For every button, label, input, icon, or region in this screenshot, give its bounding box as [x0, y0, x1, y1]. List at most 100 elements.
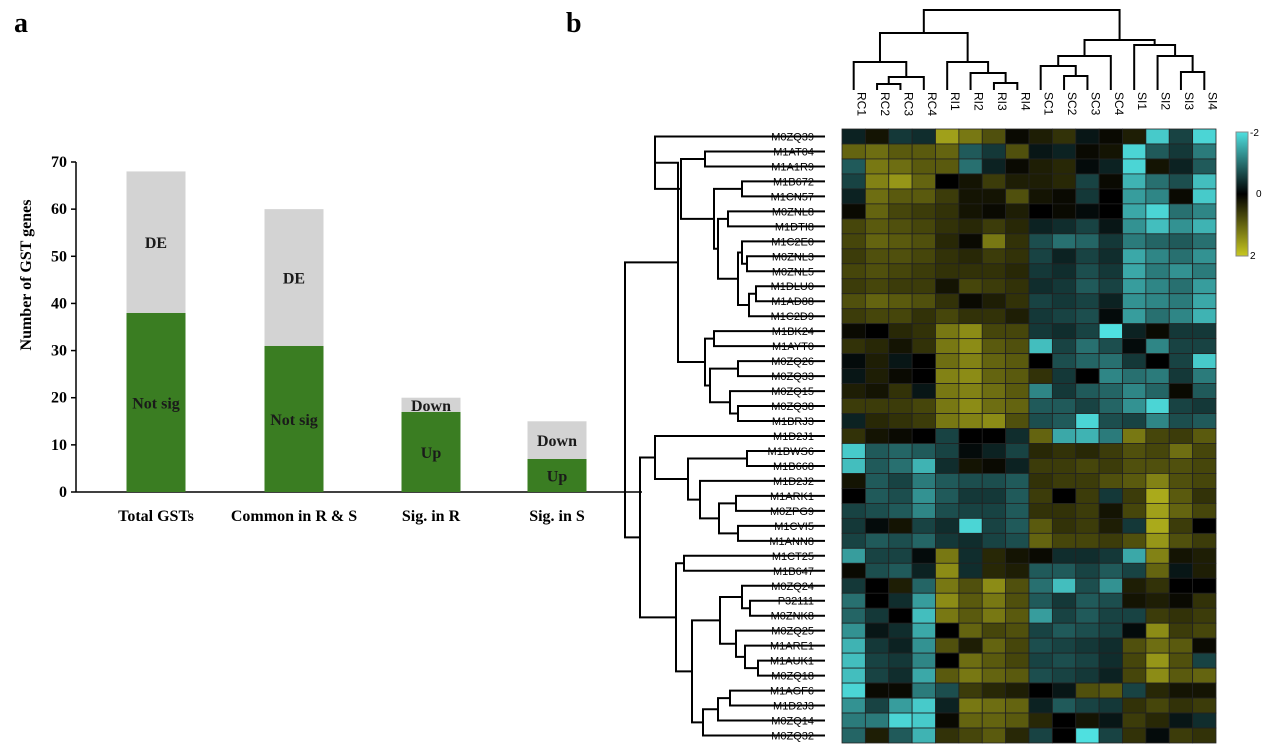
heatmap-cell: [888, 338, 913, 355]
heatmap-cell: [864, 458, 890, 474]
heatmap-cell: [1098, 158, 1123, 175]
heatmap-row-label: M0ZQ18: [771, 671, 814, 683]
heatmap-cell: [981, 637, 1007, 654]
heatmap-cell: [1028, 143, 1053, 160]
heatmap-cell: [1028, 443, 1053, 459]
heatmap-cell: [981, 353, 1007, 370]
heatmap-cell: [911, 368, 936, 384]
heatmap-cell: [1028, 338, 1053, 355]
heatmap-cell: [1028, 278, 1053, 295]
heatmap-cell: [841, 488, 866, 504]
heatmap-cell: [1145, 562, 1170, 579]
heatmap-row-label: M0ZQ25: [771, 626, 814, 638]
heatmap-cell: [841, 188, 866, 205]
heatmap-cell: [1168, 263, 1194, 280]
heatmap-cell: [841, 517, 866, 534]
heatmap-cell: [958, 383, 983, 399]
heatmap-column-label: RI2: [972, 92, 986, 111]
heatmap-cell: [1051, 143, 1077, 160]
heatmap-cell: [1005, 323, 1030, 340]
heatmap-cell: [1145, 517, 1170, 534]
heatmap-cell: [1075, 338, 1100, 355]
heatmap-cell: [1028, 218, 1053, 235]
heatmap-cell: [841, 592, 866, 609]
heatmap-cell: [1075, 263, 1100, 280]
heatmap-cell: [911, 263, 936, 280]
heatmap-cell: [958, 637, 983, 654]
heatmap-cell: [911, 158, 936, 175]
heatmap-row-label: P32111: [778, 596, 814, 608]
heatmap-cell: [888, 727, 913, 744]
heatmap-cell: [1098, 458, 1123, 474]
heatmap-cell: [911, 413, 936, 429]
heatmap-cell: [911, 293, 936, 310]
heatmap-cell: [1122, 203, 1147, 220]
heatmap-cell: [981, 233, 1007, 250]
heatmap-cell: [981, 502, 1007, 519]
heatmap-cell: [935, 293, 960, 310]
heatmap: RC1 RC2 RC3 RC4 RI1 RI2 RI3 RI4 SC1 SC2 SC3 SC4 SI1 S…: [624, 9, 1262, 744]
heatmap-cell: [888, 577, 913, 594]
heatmap-cell: [1051, 383, 1077, 399]
heatmap-cell: [1005, 413, 1030, 429]
heatmap-cell: [1098, 667, 1123, 684]
heatmap-cell: [911, 443, 936, 459]
heatmap-cell: [911, 143, 936, 160]
heatmap-cell: [888, 203, 913, 220]
heatmap-cell: [1098, 383, 1123, 399]
heatmap-cell: [1098, 637, 1123, 654]
heatmap-cell: [1051, 353, 1077, 370]
heatmap-cell: [1122, 143, 1147, 160]
heatmap-cell: [1192, 473, 1217, 489]
heatmap-cell: [864, 383, 890, 399]
heatmap-cell: [1005, 308, 1030, 325]
heatmap-cell: [1145, 727, 1170, 744]
heatmap-cell: [981, 278, 1007, 295]
heatmap-cell: [935, 278, 960, 295]
heatmap-cell: [1075, 203, 1100, 220]
heatmap-cell: [1005, 203, 1030, 220]
heatmap-cell: [1051, 443, 1077, 459]
heatmap-cell: [1145, 697, 1170, 714]
heatmap-cell: [935, 203, 960, 220]
heatmap-cell: [888, 712, 913, 729]
y-tick-label: 10: [51, 437, 67, 454]
heatmap-cell: [1122, 323, 1147, 340]
heatmap-row-label: M1AYT0: [772, 341, 814, 353]
bar-segment-bottom: [126, 312, 186, 492]
heatmap-cell: [958, 293, 983, 310]
heatmap-cell: [958, 532, 983, 549]
heatmap-cell: [911, 473, 936, 489]
heatmap-cell: [888, 428, 913, 444]
heatmap-cell: [1051, 188, 1077, 205]
heatmap-cell: [1192, 697, 1217, 714]
heatmap-cell: [1122, 263, 1147, 280]
heatmap-cell: [1051, 458, 1077, 474]
heatmap-cell: [888, 697, 913, 714]
heatmap-cell: [864, 248, 890, 265]
colorbar-tick-bottom: 2: [1250, 251, 1256, 262]
heatmap-cell: [888, 682, 913, 699]
heatmap-cell: [935, 308, 960, 325]
heatmap-cell: [1192, 682, 1217, 699]
heatmap-cell: [1075, 532, 1100, 549]
heatmap-cell: [1051, 547, 1077, 564]
heatmap-cell: [1005, 218, 1030, 235]
heatmap-cell: [1051, 607, 1077, 624]
dendrogram-link: [876, 83, 902, 90]
heatmap-cell: [841, 233, 866, 250]
heatmap-cell: [1005, 562, 1030, 579]
heatmap-cell: [1051, 263, 1077, 280]
heatmap-cell: [1075, 697, 1100, 714]
heatmap-cell: [1075, 158, 1100, 175]
heatmap-row-label: M1B647: [773, 566, 814, 578]
heatmap-cell: [1098, 188, 1123, 205]
heatmap-cell: [981, 383, 1007, 399]
heatmap-cell: [1192, 517, 1217, 534]
heatmap-cell: [1122, 188, 1147, 205]
heatmap-cell: [1005, 592, 1030, 609]
heatmap-cell: [1028, 502, 1053, 519]
heatmap-row-label: M0ZNL5: [772, 266, 814, 278]
panel-a-label: a: [14, 8, 28, 39]
heatmap-cell: [841, 727, 866, 744]
